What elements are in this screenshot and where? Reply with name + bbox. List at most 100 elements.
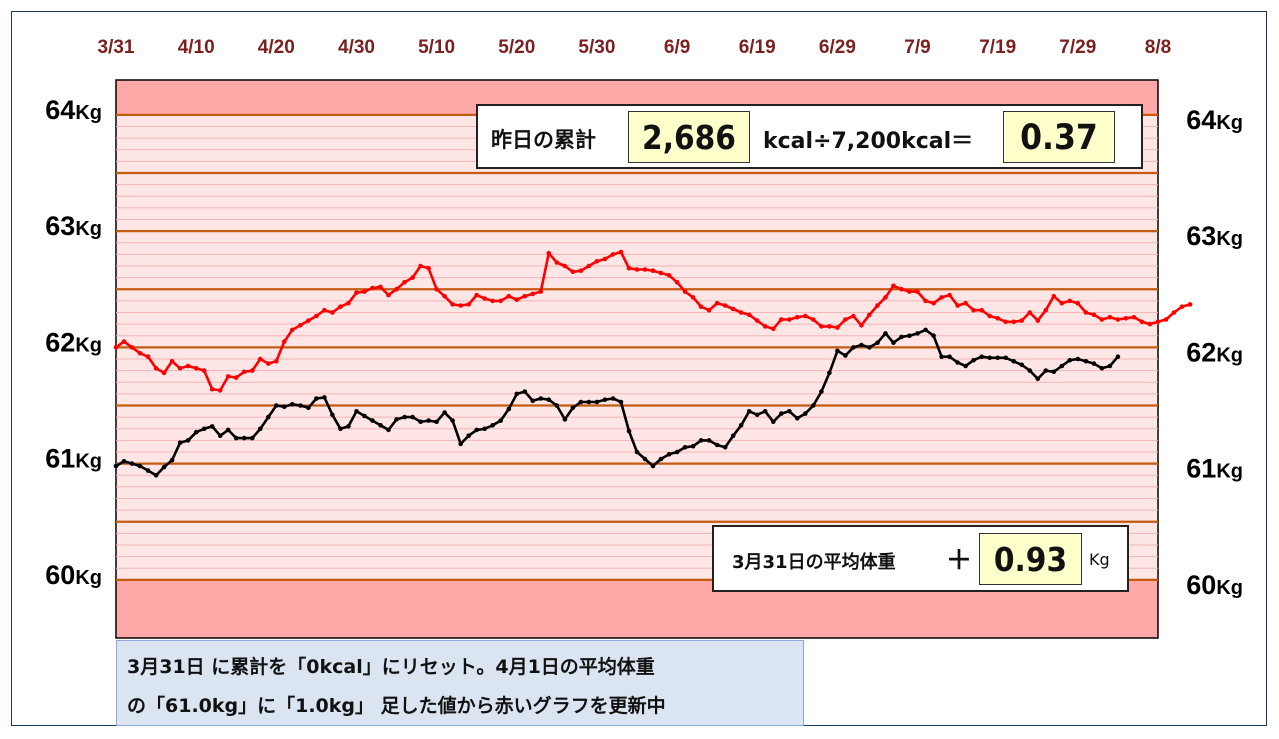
data-point-red [1107, 314, 1113, 320]
data-point-red [602, 256, 608, 262]
data-point-black [530, 398, 536, 404]
data-point-black [554, 403, 560, 408]
data-point-black [875, 340, 880, 346]
data-point-black [987, 355, 992, 361]
data-point-red [1003, 319, 1008, 325]
data-point-black [867, 345, 872, 350]
data-point-red [121, 339, 127, 344]
data-point-black [266, 414, 271, 420]
data-point-black [883, 331, 888, 336]
x-tick-label: 5/30 [578, 37, 615, 58]
data-point-black [546, 397, 552, 403]
data-point-red [586, 263, 592, 269]
data-point-red [578, 268, 584, 274]
data-point-black [258, 426, 263, 432]
data-point-black [1067, 357, 1073, 363]
data-point-black [578, 399, 584, 405]
data-point-red [658, 270, 664, 276]
data-point-black [314, 396, 319, 401]
data-point-red [987, 313, 992, 319]
data-point-black [706, 438, 712, 443]
data-point-black [803, 411, 808, 416]
data-point-red [434, 286, 439, 292]
data-point-black [193, 429, 199, 435]
x-tick-label: 7/19 [979, 37, 1016, 58]
data-point-red [979, 307, 984, 313]
data-point-red [730, 306, 736, 312]
data-point-red [330, 310, 335, 315]
data-point-black [963, 363, 968, 369]
data-point-red [754, 318, 760, 323]
data-point-red [538, 289, 544, 294]
data-point-red [875, 303, 880, 308]
data-point-red [859, 323, 864, 328]
data-point-red [1187, 302, 1193, 307]
data-point-red [314, 313, 319, 319]
data-point-black [626, 428, 632, 434]
data-point-red [169, 359, 175, 364]
data-point-red [1011, 319, 1016, 325]
data-point-red [402, 280, 407, 285]
data-point-black [698, 438, 704, 443]
data-point-red [867, 312, 872, 318]
data-point-red [354, 290, 359, 296]
data-point-red [1131, 314, 1137, 320]
data-point-red [899, 286, 904, 292]
data-point-black [955, 360, 960, 365]
data-point-black [466, 433, 472, 439]
data-point-red [955, 303, 960, 308]
y-tick-label-right: 63Kg [1186, 221, 1243, 251]
data-point-red [322, 307, 327, 313]
data-point-red [522, 293, 528, 299]
data-point-black [274, 403, 279, 408]
data-point-black [1075, 356, 1081, 362]
data-point-black [650, 463, 656, 469]
data-point-red [971, 307, 976, 313]
data-point-black [618, 399, 624, 405]
data-point-red [835, 325, 840, 330]
data-point-red [1035, 318, 1041, 323]
x-tick-label: 8/8 [1145, 37, 1171, 58]
average-weight-value: 0.93 [979, 533, 1082, 585]
data-point-black [682, 445, 688, 450]
data-point-black [1019, 362, 1024, 368]
data-point-black [1091, 361, 1097, 366]
data-point-red [450, 302, 455, 307]
y-tick-label-right: 60Kg [1186, 570, 1243, 600]
data-point-black [498, 418, 504, 423]
average-weight-unit: Kg [1089, 550, 1110, 569]
note-line-2: の「61.0kg」に「1.0kg」 足した値から赤いグラフを更新中 [127, 695, 666, 717]
data-point-black [113, 463, 119, 469]
data-point-red [490, 298, 496, 304]
data-point-black [594, 399, 600, 405]
data-point-black [490, 423, 496, 428]
series-red [113, 249, 1193, 393]
data-point-red [338, 304, 343, 310]
grid-lines [116, 113, 1158, 581]
data-point-black [610, 396, 616, 401]
data-point-black [450, 418, 455, 423]
x-tick-label: 3/31 [98, 37, 135, 58]
data-point-red [947, 292, 952, 298]
cumulative-kcal-box: 昨日の累計 2,686 kcal÷7,200kcal＝ 0.37 [476, 104, 1143, 169]
average-weight-box: 3月31日の平均体重 ＋ 0.93 Kg [712, 525, 1129, 592]
data-point-red [1067, 298, 1073, 304]
data-point-red [787, 317, 792, 322]
data-point-black [538, 396, 544, 401]
data-point-red [618, 249, 624, 255]
data-point-black [354, 409, 359, 414]
series-black [113, 327, 1121, 478]
data-point-black [674, 449, 680, 455]
y-tick-label-left: 64Kg [45, 95, 102, 125]
data-point-red [233, 375, 239, 380]
data-point-red [779, 317, 784, 322]
y-axis-ticks: 64Kg 64Kg 63Kg 63Kg 62Kg 62Kg 61Kg 61Kg 60Kg 60Kg [45, 95, 1243, 600]
data-point-red [266, 361, 271, 366]
data-point-black [330, 412, 335, 418]
data-point-red [843, 317, 848, 322]
data-point-black [1099, 366, 1105, 371]
x-tick-label: 7/9 [904, 37, 930, 58]
data-point-red [891, 283, 896, 289]
data-point-red [827, 324, 832, 329]
data-point-black [185, 438, 191, 443]
